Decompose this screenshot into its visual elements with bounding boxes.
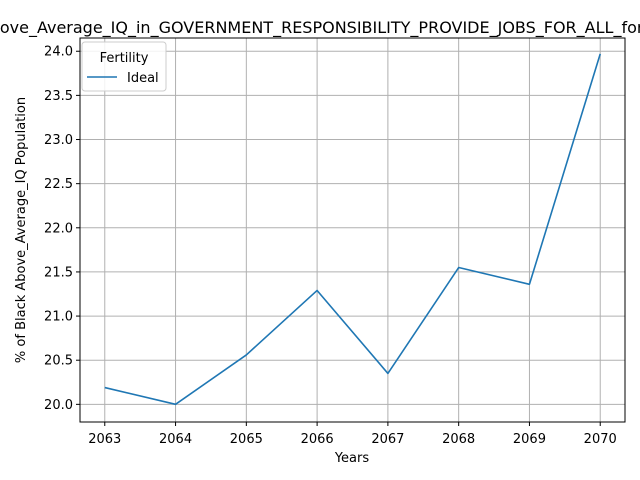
y-tick-label: 24.0: [44, 45, 73, 60]
x-tick-label: 2065: [230, 432, 263, 447]
legend-box: [81, 41, 167, 92]
x-axis-label: Years: [334, 451, 370, 466]
x-tick-label: 2063: [88, 432, 121, 447]
y-tick-label: 23.0: [44, 133, 73, 148]
grid: [80, 38, 625, 422]
series-line-ideal: [104, 53, 601, 406]
plot-frame: [79, 37, 626, 423]
x-tick-label: 2068: [442, 432, 475, 447]
x-tick-label: 2070: [584, 432, 617, 447]
y-axis: 20.0 20.5 21.0 21.5 22.0 22.5 23.0 23.5 24.0: [44, 45, 80, 413]
legend-label-ideal: Ideal: [127, 71, 159, 86]
y-tick-label: 20.5: [44, 354, 73, 369]
x-tick-label: 2064: [159, 432, 192, 447]
y-tick-label: 23.5: [44, 89, 73, 104]
legend-title: Fertility: [100, 51, 149, 66]
x-axis: 2063 2064 2065 2066 2067 2068 2069 2070: [88, 422, 617, 447]
x-tick-label: 2069: [513, 432, 546, 447]
x-tick-label: 2066: [301, 432, 334, 447]
x-tick-label: 2067: [371, 432, 404, 447]
y-tick-label: 22.5: [44, 177, 73, 192]
series-lines: [104, 53, 601, 406]
y-tick-label: 22.0: [44, 221, 73, 236]
chart-title: Percentage_of_Black_Above_Average_IQ_in_…: [0, 18, 640, 38]
y-axis-label: % of Black Above_Average_IQ Population: [14, 97, 29, 363]
y-tick-label: 21.5: [44, 265, 73, 280]
legend: Fertility Ideal: [81, 41, 167, 92]
y-tick-label: 20.0: [44, 398, 73, 413]
y-tick-label: 21.0: [44, 310, 73, 325]
